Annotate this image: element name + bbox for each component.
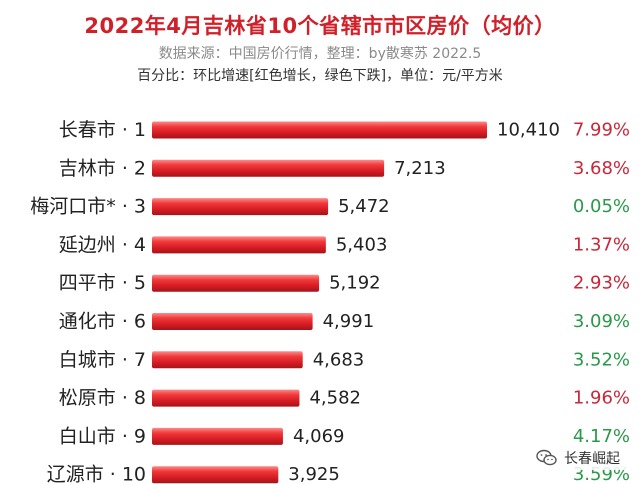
bar xyxy=(152,466,279,484)
category-label: 长春市 · 1 xyxy=(59,119,146,141)
value-label: 4,683 xyxy=(313,349,365,370)
value-label: 5,472 xyxy=(338,196,390,217)
chart-title: 2022年4月吉林省10个省辖市市区房价（均价） xyxy=(84,14,556,38)
change-label: 0.05% xyxy=(573,196,630,217)
value-label: 7,213 xyxy=(394,158,446,179)
category-label: 延边州 · 4 xyxy=(59,234,146,256)
value-label: 3,925 xyxy=(288,464,340,484)
chart-source: 数据来源：中国房价行情，整理：by散寒苏 2022.5 xyxy=(158,46,482,62)
category-label: 梅河口市* · 3 xyxy=(30,196,146,218)
value-label: 4,991 xyxy=(323,311,375,332)
bar xyxy=(152,313,313,330)
value-label: 4,582 xyxy=(309,388,361,409)
change-label: 3.68% xyxy=(573,158,630,179)
category-label: 吉林市 · 2 xyxy=(59,157,146,179)
change-label: 7.99% xyxy=(573,120,630,141)
change-label: 2.93% xyxy=(573,273,630,294)
category-label: 白山市 · 9 xyxy=(59,425,146,447)
value-label: 10,410 xyxy=(497,120,560,141)
watermark-text: 长春崛起 xyxy=(564,451,620,467)
change-label: 1.37% xyxy=(573,234,630,255)
category-label: 白城市 · 7 xyxy=(59,349,146,371)
bar xyxy=(152,159,385,177)
bar xyxy=(152,427,283,445)
chart-note: 百分比：环比增速[红色增长，绿色下跌]，单位：元/平方米 xyxy=(137,68,503,84)
bar xyxy=(152,198,329,216)
value-label: 4,069 xyxy=(293,426,345,447)
value-label: 5,403 xyxy=(336,234,388,255)
bar xyxy=(152,236,326,254)
wechat-icon xyxy=(536,449,557,466)
change-label: 4.17% xyxy=(573,426,630,447)
bar xyxy=(152,274,320,292)
value-label: 5,192 xyxy=(329,273,381,294)
watermark: 长春崛起 xyxy=(530,446,626,470)
change-label: 3.52% xyxy=(573,349,630,370)
change-label: 3.09% xyxy=(573,311,630,332)
category-label: 四平市 · 5 xyxy=(59,272,146,294)
category-label: 通化市 · 6 xyxy=(59,311,146,333)
category-label: 辽源市 · 10 xyxy=(47,464,146,484)
bar xyxy=(152,121,487,139)
bar xyxy=(152,351,303,369)
category-label: 松原市 · 8 xyxy=(59,387,146,409)
bar xyxy=(152,389,300,407)
change-label: 1.96% xyxy=(573,388,630,409)
